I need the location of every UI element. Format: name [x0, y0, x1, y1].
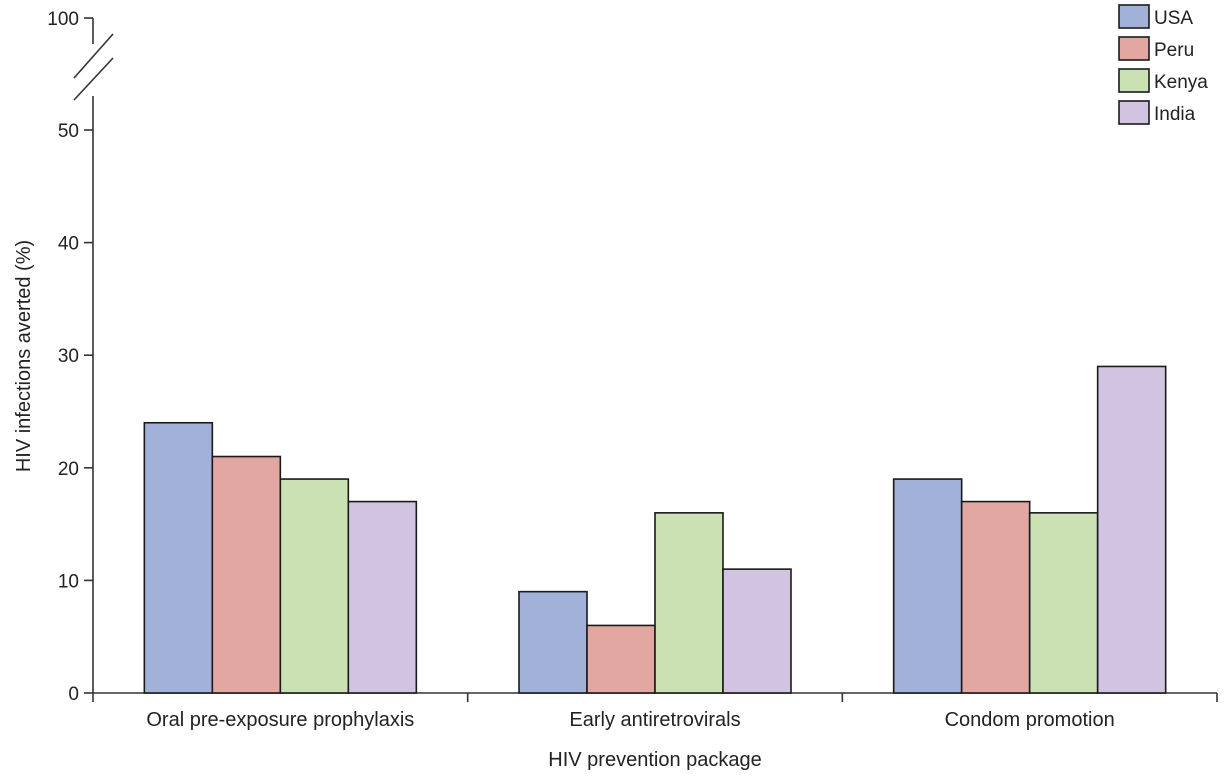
x-category-label: Early antiretrovirals — [569, 709, 740, 731]
y-tick-label: 20 — [58, 459, 79, 480]
y-tick-label: 40 — [58, 234, 79, 255]
legend-swatch — [1118, 68, 1150, 93]
y-tick-label: 0 — [68, 684, 79, 705]
legend-label: Peru — [1154, 40, 1194, 61]
legend-swatch — [1118, 4, 1150, 29]
bar-usa — [518, 590, 588, 694]
bar-india — [722, 568, 792, 694]
bar-kenya — [1028, 512, 1099, 694]
y-tick-label: 30 — [58, 346, 79, 367]
bar-peru — [211, 455, 282, 694]
legend-label: India — [1154, 104, 1196, 125]
axis-labels: HIV infections averted (%) HIV preventio… — [13, 240, 762, 771]
bar-india — [1096, 365, 1167, 694]
axis-break-mark — [73, 33, 114, 79]
legend-label: Kenya — [1154, 72, 1208, 93]
legend: USA Peru Kenya India — [1118, 4, 1208, 125]
legend-swatch — [1118, 36, 1150, 61]
bar-kenya — [654, 512, 724, 694]
y-tick-label: 50 — [58, 121, 79, 142]
bar-peru — [960, 500, 1031, 694]
bar-peru — [586, 624, 656, 694]
legend-swatch — [1118, 100, 1150, 125]
bar-kenya — [279, 478, 350, 694]
legend-label: USA — [1154, 8, 1193, 29]
bar-usa — [892, 478, 963, 694]
y-tick-label: 10 — [58, 571, 79, 592]
x-axis-title: HIV prevention package — [548, 749, 761, 771]
axis-break-mark — [73, 57, 114, 101]
x-category-label: Oral pre-exposure prophylaxis — [146, 709, 414, 731]
bars — [143, 365, 1167, 694]
bar-india — [347, 500, 418, 694]
y-axis-title: HIV infections averted (%) — [13, 240, 35, 472]
x-category-label: Condom promotion — [945, 709, 1115, 731]
bar-usa — [143, 421, 214, 694]
y-tick-label: 100 — [47, 9, 79, 30]
